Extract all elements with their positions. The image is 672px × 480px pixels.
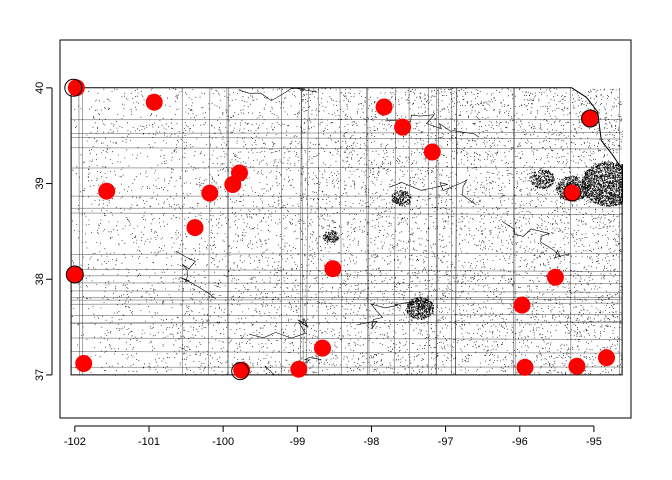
x-tick-label: -102	[64, 436, 86, 448]
data-point-filled	[201, 184, 219, 202]
road-line	[436, 87, 439, 375]
road-line	[435, 87, 437, 375]
state-outline	[70, 87, 623, 376]
road-line	[208, 87, 211, 375]
road-line	[71, 299, 623, 301]
x-tick-label: -97	[438, 436, 454, 448]
x-tick-label: -100	[212, 436, 234, 448]
state-layer	[70, 87, 623, 376]
y-tick-label: 37	[34, 369, 46, 381]
y-axis: 37 38 39 40	[34, 82, 53, 381]
plot-frame	[59, 39, 632, 419]
x-axis: -102 -101 -100 -99 -98 -97 -96 -95	[64, 425, 602, 448]
data-point-filled	[145, 93, 163, 111]
data-point-open	[231, 362, 250, 381]
road-line	[71, 275, 623, 277]
data-point-open	[563, 183, 582, 202]
road-line	[71, 147, 623, 150]
data-point-filled	[66, 266, 84, 283]
data-point-open	[65, 265, 84, 284]
data-point-open	[581, 109, 600, 128]
road-line	[71, 253, 623, 255]
data-point-filled	[546, 268, 564, 286]
data-point-filled	[98, 182, 116, 200]
data-point-filled	[231, 164, 248, 182]
road-line	[71, 297, 623, 298]
road-line	[367, 87, 370, 375]
road-network	[71, 87, 623, 376]
road-line	[339, 87, 342, 375]
road-line	[71, 212, 623, 215]
road-line	[227, 87, 229, 375]
road-line	[306, 87, 309, 375]
road-line	[71, 351, 623, 354]
data-point-filled	[516, 358, 534, 376]
x-tick-label: -98	[364, 436, 380, 448]
data-point-filled	[314, 339, 331, 357]
road-line	[226, 87, 229, 375]
road-line	[71, 132, 623, 134]
data-point-filled	[75, 355, 93, 372]
road-line	[514, 87, 516, 375]
road-line	[71, 290, 623, 293]
road-line	[71, 314, 623, 316]
y-tick-label: 40	[34, 82, 46, 94]
x-tick-label: -101	[138, 436, 160, 448]
road-line	[366, 87, 368, 375]
road-line	[71, 322, 623, 324]
highway-line	[388, 179, 476, 205]
road-line	[455, 87, 457, 375]
data-point-filled	[375, 98, 393, 116]
data-point-filled	[563, 184, 581, 202]
data-point-filled	[290, 360, 308, 378]
x-tick-label: -99	[289, 436, 305, 448]
point-layer	[64, 78, 615, 381]
highway-line	[356, 300, 415, 329]
speckle-texture	[71, 87, 623, 376]
data-point-filled	[324, 260, 342, 278]
data-point-filled	[423, 143, 441, 161]
data-point-filled	[186, 219, 204, 237]
data-point-filled	[581, 110, 598, 127]
road-line	[71, 337, 623, 340]
highway-line	[175, 250, 216, 299]
x-tick-label: -95	[586, 436, 602, 448]
road-line	[71, 302, 623, 305]
road-line	[71, 137, 623, 140]
highway-line	[385, 114, 480, 138]
data-point-filled	[513, 296, 531, 314]
highway-line	[238, 87, 318, 102]
road-line	[71, 282, 623, 284]
road-line	[301, 87, 304, 375]
highway-line	[249, 317, 309, 339]
data-point-filled	[233, 361, 251, 379]
data-point-open	[64, 78, 83, 97]
road-line	[394, 87, 396, 375]
y-tick-label: 39	[34, 177, 46, 189]
y-tick-label: 38	[34, 273, 46, 285]
data-point-filled	[568, 357, 586, 375]
road-line	[71, 167, 623, 169]
x-tick-label: -96	[512, 436, 528, 448]
data-point-filled	[394, 118, 412, 136]
data-point-filled	[598, 349, 615, 367]
road-line	[300, 87, 302, 375]
highway-line	[502, 221, 571, 259]
